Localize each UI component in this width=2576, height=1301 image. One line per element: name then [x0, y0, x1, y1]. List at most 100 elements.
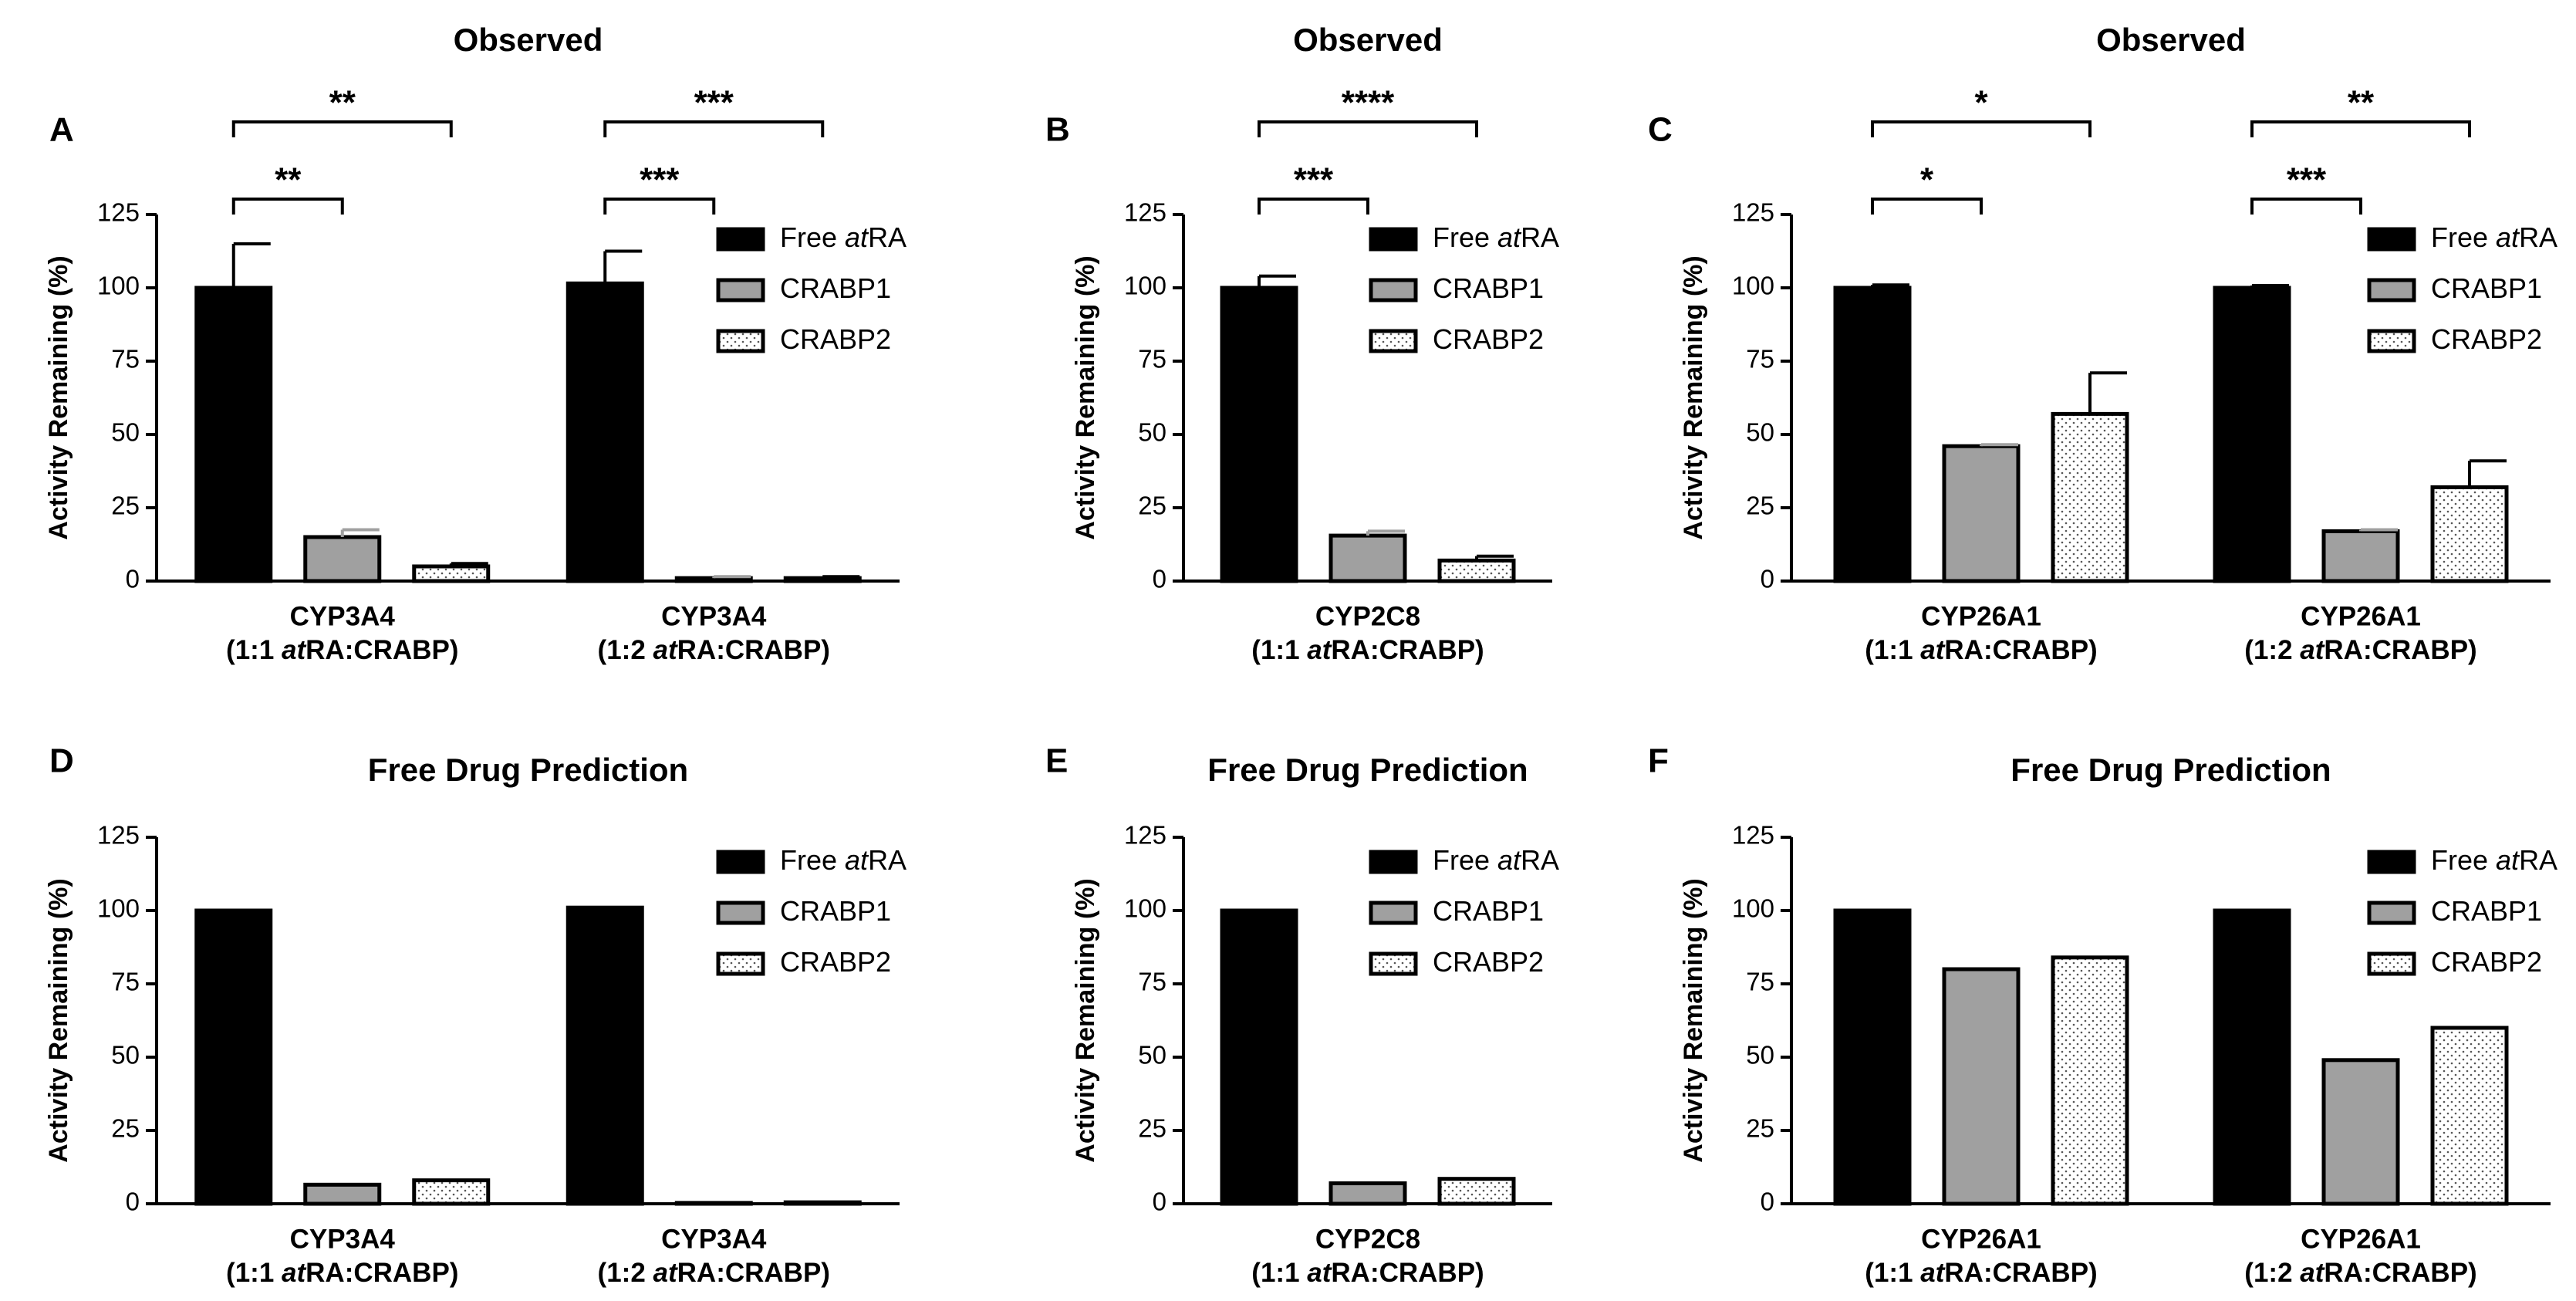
y-tick-label: 100	[1124, 272, 1166, 300]
y-tick-label: 75	[1138, 968, 1166, 996]
y-tick-label: 0	[126, 565, 140, 593]
y-tick-label: 125	[1732, 198, 1774, 227]
legend-swatch	[2367, 850, 2416, 874]
x-tick-sublabel: (1:2 atRA:CRABP)	[2244, 1258, 2476, 1288]
y-axis-label: Activity Remaining (%)	[1679, 255, 1708, 539]
legend-swatch	[2367, 329, 2416, 353]
x-tick-label: CYP2C8	[1315, 601, 1420, 631]
x-tick-label: CYP26A1	[1921, 1224, 2041, 1254]
significance-bracket	[231, 120, 453, 137]
bar	[303, 535, 382, 583]
x-tick-sublabel: (1:1 atRA:CRABP)	[1865, 1258, 2097, 1288]
bar	[566, 281, 644, 583]
panel-title: Free Drug Prediction	[2010, 752, 2331, 788]
bar	[2213, 286, 2291, 583]
bar	[1437, 558, 1516, 583]
bar	[194, 286, 273, 583]
bar	[1942, 967, 2021, 1206]
y-tick-label: 75	[111, 345, 140, 373]
x-tick-label: CYP3A4	[661, 601, 767, 631]
legend-swatch	[1369, 951, 1418, 976]
significance-label: **	[329, 84, 356, 122]
bar	[2321, 529, 2400, 583]
legend-swatch	[716, 278, 765, 302]
y-tick-label: 75	[1746, 968, 1774, 996]
legend-swatch	[716, 329, 765, 353]
y-tick-label: 100	[97, 894, 140, 923]
legend-label: CRABP1	[780, 895, 891, 927]
y-tick-label: 25	[111, 1114, 140, 1143]
y-tick-label: 25	[1746, 1114, 1774, 1143]
legend-label: Free atRA	[2431, 844, 2557, 876]
y-tick-label: 25	[1138, 492, 1166, 520]
x-tick-label: CYP26A1	[2301, 1224, 2421, 1254]
legend-label: CRABP2	[780, 323, 891, 355]
significance-bracket	[1871, 120, 2092, 137]
y-tick-label: 0	[1153, 1188, 1166, 1216]
legend-label: Free atRA	[2431, 221, 2557, 253]
significance-label: ***	[1294, 161, 1334, 199]
legend-label: Free atRA	[1433, 221, 1559, 253]
panel-letter: B	[1045, 111, 1070, 149]
bar	[2321, 1058, 2400, 1206]
legend-label: CRABP1	[1433, 272, 1544, 304]
legend-label: CRABP1	[2431, 895, 2542, 927]
bar	[1942, 444, 2021, 583]
significance-label: ***	[694, 84, 734, 122]
legend-label: CRABP1	[1433, 895, 1544, 927]
bar	[1833, 286, 1912, 583]
panel-title: Observed	[2096, 22, 2246, 58]
significance-label: ***	[2287, 161, 2327, 199]
significance-label: **	[2348, 84, 2375, 122]
y-tick-label: 125	[97, 821, 140, 850]
bar	[1329, 533, 1407, 583]
y-tick-label: 75	[111, 968, 140, 996]
significance-bracket	[1258, 120, 1478, 137]
panel-title: Observed	[1293, 22, 1443, 58]
x-tick-label: CYP2C8	[1315, 1224, 1420, 1254]
y-tick-label: 25	[1746, 492, 1774, 520]
bar	[1220, 286, 1298, 583]
legend-label: CRABP2	[780, 946, 891, 978]
significance-label: ****	[1342, 84, 1395, 122]
bar	[1329, 1181, 1407, 1206]
significance-bracket	[2250, 198, 2362, 215]
y-tick-label: 50	[1138, 418, 1166, 447]
significance-bracket	[1871, 198, 1983, 215]
legend-label: CRABP2	[2431, 323, 2542, 355]
legend-swatch	[1369, 278, 1418, 302]
x-tick-label: CYP26A1	[2301, 601, 2421, 631]
y-tick-label: 125	[97, 198, 140, 227]
significance-bracket	[1258, 198, 1369, 215]
y-axis-label: Activity Remaining (%)	[1071, 255, 1100, 539]
x-tick-sublabel: (1:1 atRA:CRABP)	[226, 635, 458, 665]
panel-title: Observed	[454, 22, 603, 58]
bar	[1437, 1177, 1516, 1206]
legend-label: Free atRA	[780, 844, 906, 876]
legend-swatch	[1369, 901, 1418, 925]
legend-swatch	[716, 227, 765, 252]
y-tick-label: 50	[1138, 1041, 1166, 1070]
legend-swatch	[716, 951, 765, 976]
bar	[2430, 485, 2509, 583]
significance-label: ***	[640, 161, 680, 199]
y-tick-label: 50	[111, 1041, 140, 1070]
x-tick-label: CYP3A4	[290, 1224, 396, 1254]
panel-letter: A	[49, 111, 74, 149]
y-tick-label: 0	[1761, 1188, 1774, 1216]
y-tick-label: 25	[111, 492, 140, 520]
panel-title: Free Drug Prediction	[1207, 752, 1528, 788]
legend-label: CRABP2	[1433, 323, 1544, 355]
bar	[1220, 908, 1298, 1206]
significance-label: *	[1920, 161, 1934, 199]
x-tick-label: CYP3A4	[661, 1224, 767, 1254]
y-tick-label: 0	[126, 1188, 140, 1216]
x-tick-sublabel: (1:2 atRA:CRABP)	[598, 1258, 830, 1288]
y-tick-label: 100	[1124, 894, 1166, 923]
legend-label: CRABP1	[780, 272, 891, 304]
y-tick-label: 50	[111, 418, 140, 447]
bar	[1833, 908, 1912, 1206]
legend-label: Free atRA	[1433, 844, 1559, 876]
legend-swatch	[1369, 227, 1418, 252]
